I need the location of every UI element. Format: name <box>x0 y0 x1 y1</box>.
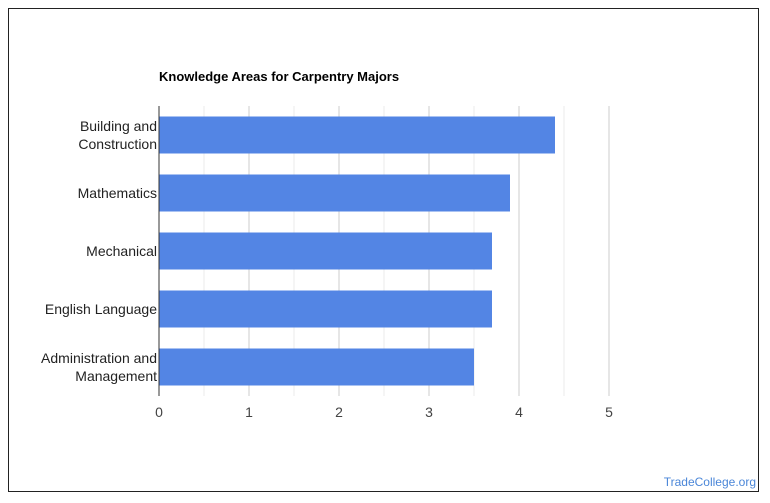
bar <box>159 174 510 212</box>
category-label: Building and <box>80 118 157 134</box>
category-label: Management <box>75 368 157 384</box>
x-tick-labels: 0 1 2 3 4 5 <box>155 404 613 420</box>
x-tick-label: 0 <box>155 404 163 420</box>
bar <box>159 348 474 386</box>
category-label: Construction <box>78 136 157 152</box>
bar <box>159 290 492 328</box>
x-tick-label: 4 <box>515 404 523 420</box>
category-label: English Language <box>45 301 157 317</box>
x-tick-label: 3 <box>425 404 433 420</box>
chart-title: Knowledge Areas for Carpentry Majors <box>159 69 399 84</box>
category-label: Mechanical <box>86 243 157 259</box>
bar <box>159 116 555 154</box>
category-label: Mathematics <box>78 185 157 201</box>
watermark-link[interactable]: TradeCollege.org <box>663 475 756 489</box>
category-labels: Building and Construction Mathematics Mecha… <box>41 118 157 384</box>
bar <box>159 232 492 270</box>
x-tick-label: 1 <box>245 404 253 420</box>
bars <box>159 116 555 386</box>
category-label: Administration and <box>41 350 157 366</box>
x-tick-label: 5 <box>605 404 613 420</box>
x-tick-label: 2 <box>335 404 343 420</box>
